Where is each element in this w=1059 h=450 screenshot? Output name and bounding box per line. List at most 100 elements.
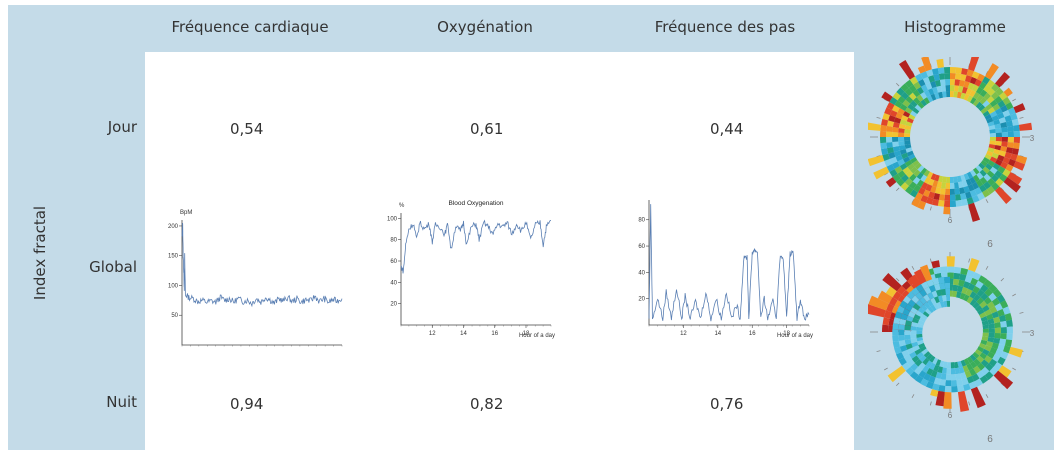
histogram-spike [885, 177, 897, 188]
histogram-cell [989, 156, 998, 163]
histogram-cell [938, 276, 945, 284]
histogram-cell [884, 158, 892, 167]
histogram-cell [969, 89, 976, 98]
histogram-cell [917, 101, 925, 109]
histogram-cell [963, 173, 970, 181]
histogram-cell [882, 317, 890, 326]
histogram-cell [933, 303, 940, 310]
histogram-cell [973, 293, 981, 302]
histogram-spike [1015, 155, 1028, 165]
histogram-cell [918, 362, 926, 371]
histogram-cell [980, 367, 990, 376]
histogram-spike [911, 197, 921, 208]
histogram-cell [979, 184, 987, 193]
histogram-cell [916, 86, 924, 95]
histogram-cell [940, 373, 947, 380]
histogram-cell [982, 348, 990, 356]
histogram-cell [986, 117, 994, 124]
histogram-cell [886, 142, 893, 149]
histogram-cell [944, 79, 950, 86]
histogram-cell [909, 189, 918, 198]
histogram-cell [933, 377, 941, 385]
histogram-cell [894, 100, 903, 108]
histogram-cell [906, 117, 914, 124]
histogram-cell [904, 303, 913, 312]
dial-label: 12 [946, 250, 955, 252]
histogram-cell [1001, 141, 1008, 148]
histogram-spike [877, 290, 893, 304]
histogram-cell [963, 294, 970, 302]
histogram-cell [946, 362, 951, 369]
histogram-cell [910, 157, 918, 164]
histogram-cell [923, 169, 930, 177]
histogram-cell [896, 87, 905, 96]
histogram-cell [955, 73, 962, 80]
histogram-cell [907, 103, 915, 111]
histogram-cell [929, 355, 936, 363]
histogram-cell [1013, 130, 1020, 137]
header-heart-rate: Fréquence cardiaque [171, 18, 329, 36]
histogram-cell [966, 375, 975, 384]
histogram-cell [901, 280, 911, 290]
histogram-cell [1002, 156, 1011, 165]
histogram-spike [868, 304, 886, 318]
histogram-cell [1006, 120, 1014, 127]
histogram-cell [981, 336, 989, 342]
histogram-cell [923, 294, 931, 302]
histogram-cell [908, 153, 916, 160]
histogram-cell [939, 360, 945, 368]
histogram-cell [991, 174, 1000, 183]
histogram-cell [889, 96, 898, 105]
histogram-cell [921, 348, 929, 355]
histogram-cell [943, 276, 950, 284]
histogram-cell [902, 156, 911, 163]
histogram-cell [956, 379, 963, 387]
histogram-cell [910, 334, 917, 339]
histogram-cell [920, 304, 928, 312]
histogram-cell [910, 110, 918, 117]
series-line [648, 204, 810, 322]
histogram-cell [971, 195, 980, 203]
histogram-cell [904, 132, 911, 137]
histogram-cell [946, 300, 950, 307]
histogram-cell [886, 131, 893, 137]
histogram-cell [991, 342, 999, 350]
histogram-cell [971, 373, 980, 382]
x-tick-label: 16 [491, 331, 498, 337]
histogram-cell [923, 97, 930, 105]
histogram-cell [973, 365, 981, 374]
histogram-cell [898, 144, 906, 151]
histogram-cell [904, 129, 911, 134]
histogram-cell [979, 176, 988, 185]
day-oxygenation-value: 0,61 [470, 120, 504, 138]
histogram-cell [965, 75, 972, 83]
histogram-cell [1006, 333, 1013, 341]
histogram-cell [940, 266, 948, 274]
histogram-cell [906, 150, 914, 157]
histogram-cell [946, 368, 951, 375]
histogram-cell [894, 311, 903, 319]
dial-label: 6 [948, 216, 953, 225]
histogram-cell [892, 131, 899, 137]
histogram-cell [904, 338, 912, 345]
histogram-cell [899, 318, 907, 326]
histogram-cell [909, 76, 918, 85]
y-tick-label: 60 [390, 259, 397, 265]
histogram-cell [969, 291, 977, 299]
histogram-cell [972, 272, 982, 281]
histogram-cell [880, 137, 887, 144]
histogram-cell [982, 304, 990, 313]
histogram-cell [898, 335, 905, 342]
histogram-cell [973, 358, 981, 366]
histogram-cell [880, 124, 887, 132]
histogram-cell [932, 277, 940, 286]
histogram-cell [911, 287, 920, 296]
histogram-spike [882, 272, 902, 292]
histogram-cell [930, 173, 937, 181]
series-line [181, 222, 343, 308]
histogram-cell [915, 284, 924, 293]
histogram-cell [931, 290, 938, 298]
histogram-cell [944, 386, 952, 393]
histogram-cell [991, 83, 1000, 92]
histogram-cell [961, 86, 968, 94]
